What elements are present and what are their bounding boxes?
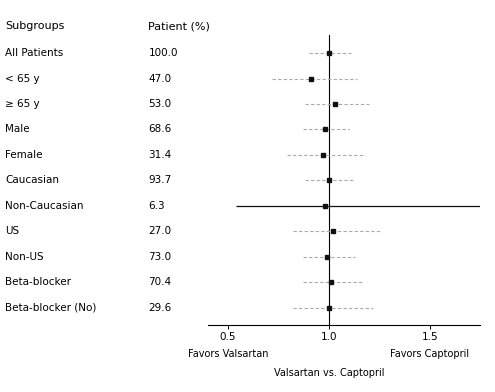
Text: 6.3: 6.3 bbox=[148, 201, 165, 211]
Text: 47.0: 47.0 bbox=[148, 74, 172, 83]
Text: Male: Male bbox=[5, 124, 30, 134]
Text: Beta-blocker: Beta-blocker bbox=[5, 277, 71, 287]
Text: ≥ 65 y: ≥ 65 y bbox=[5, 99, 40, 109]
Text: 27.0: 27.0 bbox=[148, 226, 172, 236]
Text: Non-Caucasian: Non-Caucasian bbox=[5, 201, 84, 211]
Text: Valsartan vs. Captopril: Valsartan vs. Captopril bbox=[274, 368, 384, 379]
Text: Subgroups: Subgroups bbox=[5, 21, 64, 31]
Text: 100.0: 100.0 bbox=[148, 48, 178, 58]
Text: 73.0: 73.0 bbox=[148, 252, 172, 261]
Text: Beta-blocker (No): Beta-blocker (No) bbox=[5, 303, 97, 312]
Text: 31.4: 31.4 bbox=[148, 150, 172, 160]
Text: All Patients: All Patients bbox=[5, 48, 63, 58]
Text: Patient (%): Patient (%) bbox=[148, 21, 210, 31]
Text: Non-US: Non-US bbox=[5, 252, 44, 261]
Text: US: US bbox=[5, 226, 19, 236]
Text: 29.6: 29.6 bbox=[148, 303, 172, 312]
Text: Favors Valsartan: Favors Valsartan bbox=[188, 349, 268, 359]
Text: Favors Captopril: Favors Captopril bbox=[390, 349, 469, 359]
Text: 93.7: 93.7 bbox=[148, 175, 172, 185]
Text: Female: Female bbox=[5, 150, 43, 160]
Text: 70.4: 70.4 bbox=[148, 277, 172, 287]
Text: 68.6: 68.6 bbox=[148, 124, 172, 134]
Text: Caucasian: Caucasian bbox=[5, 175, 59, 185]
Text: < 65 y: < 65 y bbox=[5, 74, 40, 83]
Text: 53.0: 53.0 bbox=[148, 99, 172, 109]
